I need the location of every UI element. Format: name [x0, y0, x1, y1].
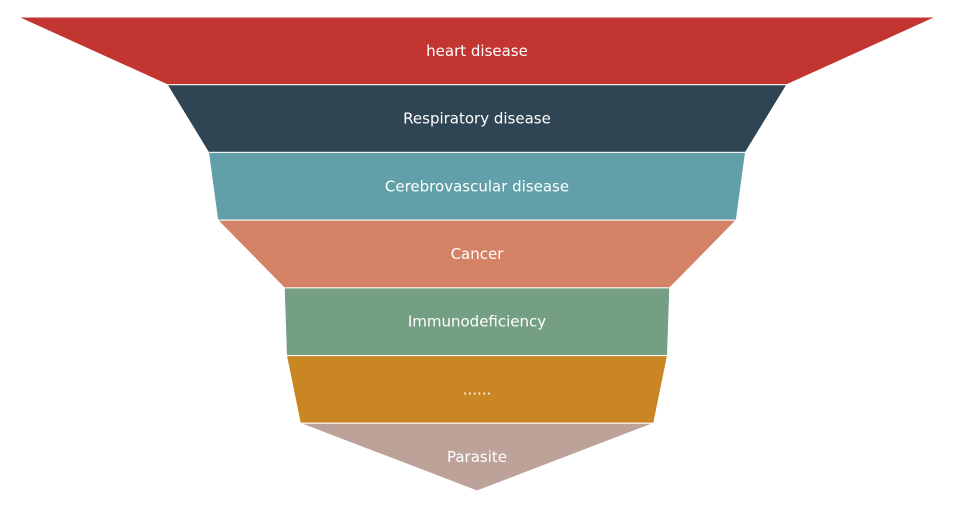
funnel-stage-label-4: Immunodeficiency	[408, 313, 546, 331]
funnel-stage-label-6: Parasite	[447, 448, 507, 466]
funnel-stage-label-1: Respiratory disease	[403, 110, 551, 128]
funnel-stage-label-5: ......	[463, 380, 492, 398]
funnel-stage-label-2: Cerebrovascular disease	[385, 177, 569, 195]
funnel-stage-label-0: heart disease	[426, 42, 528, 60]
funnel-stage-6[interactable]	[300, 422, 654, 492]
funnel-stage-label-3: Cancer	[451, 245, 505, 263]
